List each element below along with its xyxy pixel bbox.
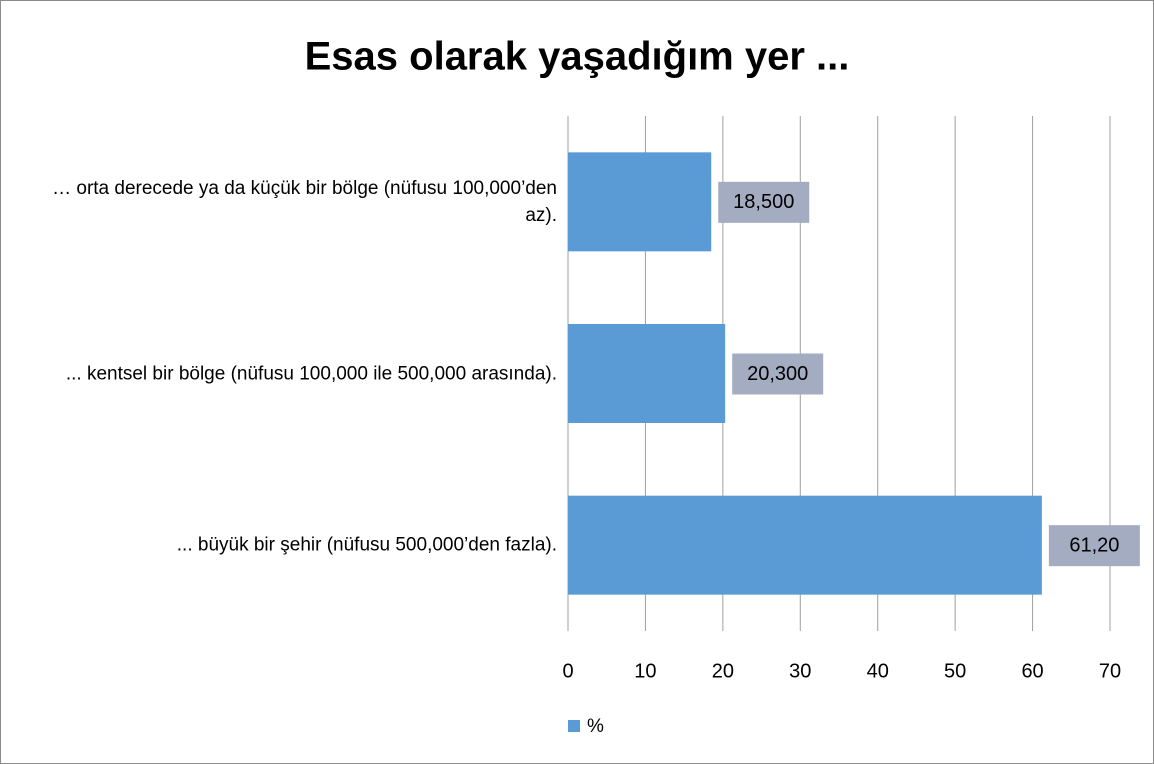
data-label: 20,300 bbox=[747, 363, 808, 385]
data-label-box bbox=[1048, 525, 1140, 567]
bar bbox=[568, 152, 712, 252]
x-tick-label: 50 bbox=[944, 660, 966, 682]
x-tick-label: 60 bbox=[1021, 660, 1043, 682]
legend-label: % bbox=[587, 716, 604, 737]
x-tick-label: 30 bbox=[789, 660, 811, 682]
y-tick-label: … orta derecede ya da küçük bir bölge (n… bbox=[52, 177, 557, 226]
bar bbox=[568, 495, 1042, 595]
x-tick-label: 40 bbox=[867, 660, 889, 682]
x-tick-label: 70 bbox=[1099, 660, 1121, 682]
y-tick-label: ... kentsel bir bölge (nüfusu 100,000 il… bbox=[65, 363, 557, 384]
data-label: 61,20 bbox=[1069, 534, 1119, 556]
chart-title: Esas olarak yaşadığım yer ... bbox=[305, 35, 850, 79]
data-label: 18,500 bbox=[733, 191, 794, 213]
x-tick-label: 20 bbox=[712, 660, 734, 682]
y-tick-label: ... büyük bir şehir (nüfusu 500,000’den … bbox=[176, 534, 557, 556]
legend-swatch bbox=[568, 720, 580, 732]
bar bbox=[568, 324, 726, 423]
x-tick-label: 10 bbox=[634, 660, 656, 682]
data-label-box bbox=[718, 181, 810, 223]
x-tick-label: 0 bbox=[562, 660, 573, 682]
data-label-box bbox=[732, 353, 824, 395]
